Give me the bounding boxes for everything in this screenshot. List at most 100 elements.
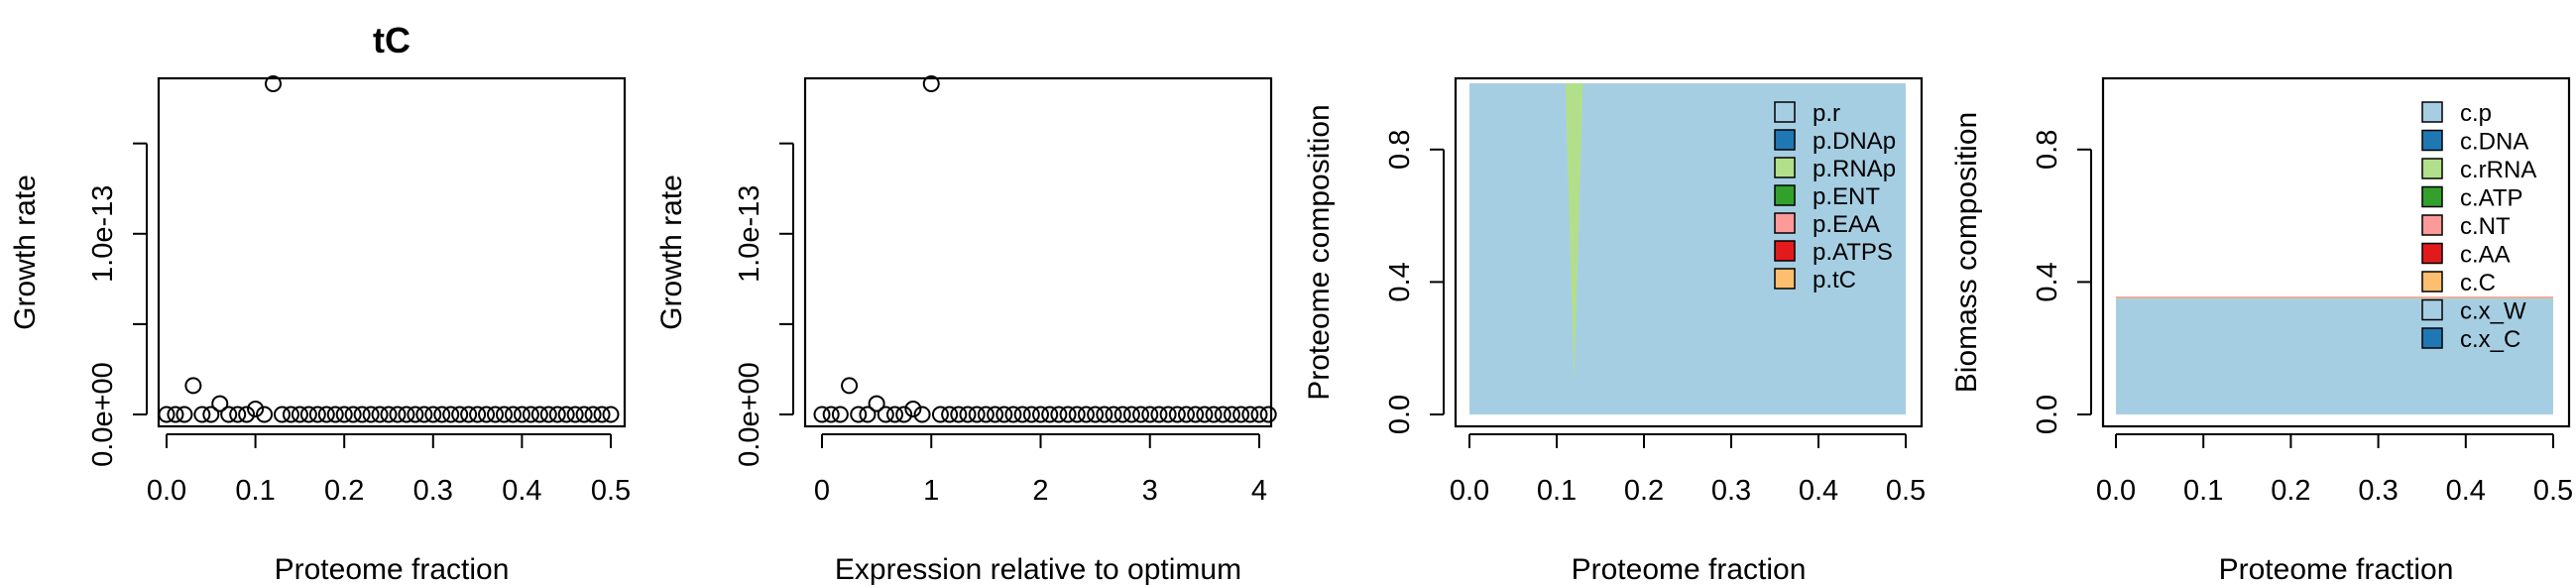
y-axis-label: Growth rate xyxy=(655,175,688,330)
legend-swatch-p-tC xyxy=(1774,268,1796,290)
data-point xyxy=(1032,406,1049,423)
x-tick-label: 1 xyxy=(923,475,939,507)
area-c-NT xyxy=(2116,296,2553,298)
x-tick-label: 0.2 xyxy=(324,475,364,507)
y-tick-label: 0.0e+00 xyxy=(87,362,119,467)
data-point xyxy=(389,406,407,423)
data-point xyxy=(822,406,840,423)
plot-frame xyxy=(1454,76,1924,428)
data-point xyxy=(522,406,539,423)
x-axis: 0.0 0.1 0.2 0.3 0.4 0.5 Proteome fraction xyxy=(2096,433,2573,585)
legend-swatch-c-x_C xyxy=(2421,327,2443,349)
y-tick-label: 0.4 xyxy=(2032,262,2063,301)
x-tick-label: 0.5 xyxy=(2533,475,2573,507)
data-point xyxy=(487,406,505,423)
data-point xyxy=(886,406,904,423)
data-point xyxy=(868,395,885,412)
data-point xyxy=(238,406,256,423)
data-point xyxy=(575,406,593,423)
legend-label: c.x_W xyxy=(2460,298,2526,325)
data-point xyxy=(602,406,620,423)
data-point xyxy=(1196,406,1214,423)
x-tick-label: 0.1 xyxy=(1537,475,1577,507)
data-point xyxy=(968,406,986,423)
data-point xyxy=(995,406,1013,423)
y-tick-label: 0.8 xyxy=(2032,130,2063,170)
data-point xyxy=(504,406,522,423)
y-tick-label: 0.0 xyxy=(1384,395,1416,434)
y-axis: 0.0 0.4 0.8 Proteome composition xyxy=(1303,104,1445,434)
data-point xyxy=(593,406,611,423)
plot-frame xyxy=(2101,76,2571,428)
legend-swatch-p-ENT xyxy=(1774,184,1796,206)
data-point xyxy=(1004,406,1022,423)
x-tick-label: 0.3 xyxy=(413,475,453,507)
legend-swatch-p-ATPS xyxy=(1774,240,1796,262)
legend-label: p.ATPS xyxy=(1813,239,1893,266)
chart-title: tC xyxy=(373,20,410,60)
data-point xyxy=(344,406,362,423)
data-point xyxy=(1077,406,1095,423)
x-tick-label: 3 xyxy=(1142,475,1158,507)
data-point xyxy=(1232,406,1250,423)
data-point xyxy=(273,406,291,423)
data-point xyxy=(371,406,389,423)
area-c-p xyxy=(2116,298,2553,414)
data-point xyxy=(877,406,894,423)
y-axis-label: Proteome composition xyxy=(1303,104,1336,400)
data-point xyxy=(931,406,949,423)
data-point xyxy=(229,406,247,423)
y-axis-label: Biomass composition xyxy=(1950,112,1983,393)
legend-swatch-c-p xyxy=(2421,101,2443,123)
data-point xyxy=(299,406,317,423)
data-point xyxy=(193,406,211,423)
data-point xyxy=(950,406,968,423)
data-point xyxy=(460,406,478,423)
data-point xyxy=(362,406,380,423)
x-tick-label: 0.2 xyxy=(2271,475,2310,507)
legend-label: c.rRNA xyxy=(2460,157,2536,183)
data-point xyxy=(557,406,575,423)
x-axis: 0 1 2 3 4 Expression relative to optimum xyxy=(814,433,1267,585)
data-point xyxy=(584,406,602,423)
data-point xyxy=(1113,406,1131,423)
data-point xyxy=(1187,406,1205,423)
x-axis-label: Proteome fraction xyxy=(275,553,510,585)
x-tick-label: 0.1 xyxy=(2183,475,2223,507)
legend-swatch-c-ATP xyxy=(2421,185,2443,208)
data-point xyxy=(184,377,202,395)
data-point xyxy=(548,406,566,423)
plot-frame xyxy=(157,76,627,428)
x-axis-label: Expression relative to optimum xyxy=(835,553,1241,585)
data-point xyxy=(326,406,344,423)
legend-label: c.ATP xyxy=(2460,185,2523,212)
x-tick-label: 0.4 xyxy=(2446,475,2486,507)
legend-label: c.DNA xyxy=(2460,129,2528,156)
data-point xyxy=(442,406,460,423)
data-point xyxy=(380,406,398,423)
data-point xyxy=(1096,406,1113,423)
legend-label: c.AA xyxy=(2460,242,2511,269)
data-point xyxy=(1177,406,1195,423)
area-p-r xyxy=(1469,83,1906,414)
area-p-RNAp xyxy=(1565,83,1583,382)
y-tick-label: 1.0e-13 xyxy=(87,185,119,283)
x-axis: 0.0 0.1 0.2 0.3 0.4 0.5 Proteome fraction xyxy=(147,433,631,585)
legend-label: c.NT xyxy=(2460,213,2511,240)
y-tick-label: 0.8 xyxy=(1384,130,1416,170)
data-point xyxy=(256,406,274,423)
y-tick-label: 1.0e-13 xyxy=(734,185,765,283)
legend-label: p.DNAp xyxy=(1813,128,1896,155)
x-axis-label: Proteome fraction xyxy=(2219,553,2454,585)
legend-label: p.tC xyxy=(1813,267,1856,293)
data-point xyxy=(424,406,442,423)
data-point xyxy=(813,406,831,423)
data-point xyxy=(1159,406,1177,423)
data-point xyxy=(895,406,913,423)
data-point xyxy=(1132,406,1150,423)
data-point xyxy=(913,406,931,423)
data-point xyxy=(1259,406,1277,423)
